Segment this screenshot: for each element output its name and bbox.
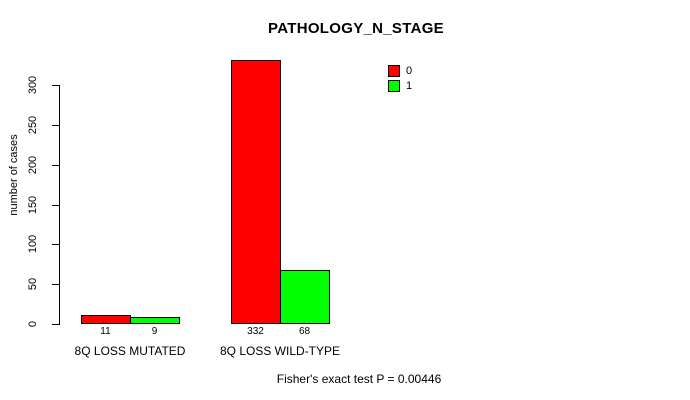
legend-swatch-green — [388, 80, 400, 92]
x-category-label: 8Q LOSS WILD-TYPE — [219, 344, 341, 358]
y-axis-tick-label: 0 — [27, 320, 39, 328]
bar-value-label: 332 — [247, 326, 264, 337]
statistical-test-annotation: Fisher's exact test P = 0.00446 — [276, 372, 442, 386]
chart-title: PATHOLOGY_N_STAGE — [268, 20, 444, 37]
y-axis-tick — [52, 164, 59, 166]
bar-8q-loss-wild-type-series-1 — [280, 269, 330, 324]
y-axis-line — [59, 85, 60, 325]
y-axis-tick-label: 50 — [27, 278, 39, 291]
bar-value-label: 9 — [151, 326, 158, 337]
y-axis-label: number of cases — [8, 134, 20, 216]
y-axis-tick-label: 300 — [27, 75, 39, 95]
y-axis-tick-label: 150 — [27, 195, 39, 214]
y-axis-tick — [52, 284, 59, 286]
y-axis-tick — [52, 85, 59, 86]
bar-value-label: 68 — [298, 326, 311, 337]
bar-8q-loss-mutated-series-0 — [81, 315, 131, 324]
legend-label: 0 — [406, 65, 413, 77]
legend-label: 1 — [406, 80, 413, 92]
y-axis-tick — [52, 124, 59, 126]
bar-8q-loss-wild-type-series-0 — [231, 59, 281, 324]
y-axis-tick-label: 200 — [27, 155, 39, 174]
y-axis-tick — [52, 324, 59, 325]
y-axis-tick-label: 100 — [27, 235, 39, 254]
bar-value-label: 11 — [100, 326, 111, 337]
x-category-label: 8Q LOSS MUTATED — [74, 344, 186, 358]
legend-swatch-red — [388, 65, 400, 77]
bar-8q-loss-mutated-series-1 — [130, 316, 180, 324]
y-axis-tick — [52, 244, 59, 246]
y-axis-tick-label: 250 — [27, 115, 39, 135]
y-axis-tick — [52, 204, 59, 206]
